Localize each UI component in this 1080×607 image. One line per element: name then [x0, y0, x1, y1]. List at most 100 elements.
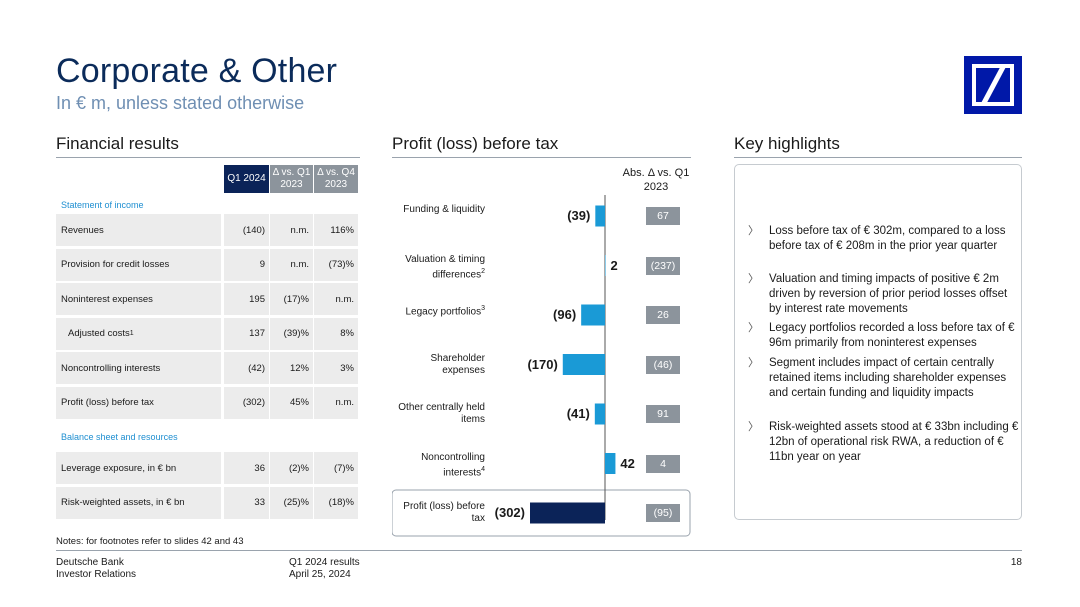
category-label: Shareholder expenses [392, 353, 485, 377]
page-number: 18 [1010, 557, 1022, 568]
footnote-marker: 4 [481, 465, 485, 473]
delta-badge: (46) [646, 355, 680, 374]
deutsche-bank-logo [964, 56, 1022, 114]
table-cell: (17)% [270, 283, 313, 315]
table-row: Provision for credit losses 9 n.m. (73)% [56, 248, 360, 281]
table-row: Adjusted costs 1 137 (39)% 8% [56, 317, 360, 350]
delta-header: Abs. Δ vs. Q1 2023 [622, 167, 690, 193]
footer-dept: Investor Relations [56, 569, 137, 580]
table-cell: n.m. [314, 283, 358, 315]
table-row: Revenues (140) n.m. 116% [56, 214, 360, 246]
table-cell: (18)% [314, 486, 358, 519]
financial-results-heading: Financial results [56, 134, 179, 153]
row-label-text: Leverage exposure, in € bn [61, 462, 177, 474]
category-label: Legacy portfolios3 [392, 303, 485, 318]
table-cell: 116% [314, 214, 358, 246]
delta-badge: 4 [646, 454, 680, 473]
total-row-highlight [392, 489, 691, 537]
footer-company: Deutsche Bank [56, 557, 124, 568]
row-label: Risk-weighted assets, in € bn [56, 486, 221, 519]
table-cell: n.m. [270, 214, 313, 246]
table-cell: 36 [224, 452, 269, 484]
highlight-text: Legacy portfolios recorded a loss before… [769, 322, 1015, 349]
page-title: Corporate & Other [56, 52, 338, 90]
value-label: 2 [610, 257, 618, 273]
category-label: Noncontrolling interests4 [392, 452, 485, 479]
page-subtitle: In € m, unless stated otherwise [56, 93, 305, 113]
value-label: 42 [620, 455, 635, 471]
section-label: Balance sheet and resources [61, 432, 178, 442]
category-label-text: Shareholder expenses [430, 352, 485, 376]
category-label: Funding & liquidity [392, 204, 485, 216]
table-cell: 137 [224, 317, 269, 350]
notes: Notes: for footnotes refer to slides 42 … [56, 536, 244, 547]
table-cell: n.m. [314, 386, 358, 419]
table-cell: (25)% [270, 486, 313, 519]
value-label: (96) [553, 307, 577, 322]
category-label-text: Noncontrolling interests [421, 451, 485, 478]
highlight-text: Loss before tax of € 302m, compared to a… [769, 225, 1006, 252]
chevron-right-icon: 〉 [748, 421, 759, 433]
table-row: Leverage exposure, in € bn 36 (2)% (7)% [56, 452, 360, 484]
section-label: Statement of income [61, 200, 144, 210]
row-label-text: Risk-weighted assets, in € bn [61, 497, 185, 508]
table-cell: 3% [314, 352, 358, 384]
column-header: Δ vs. Q1 2023 [270, 165, 313, 193]
column-header: Q1 2024 [224, 165, 269, 193]
table-cell: 195 [224, 283, 269, 315]
chevron-right-icon: 〉 [748, 225, 759, 237]
highlight-text: Valuation and timing impacts of positive… [769, 273, 1008, 315]
divider [734, 157, 1022, 158]
footer-divider [56, 550, 1022, 551]
table-row: Profit (loss) before tax (302) 45% n.m. [56, 386, 360, 419]
chevron-right-icon: 〉 [748, 273, 759, 285]
table-cell: 12% [270, 352, 313, 384]
value-label: (41) [566, 406, 590, 421]
row-label: Adjusted costs 1 [56, 317, 221, 350]
profit-chart-heading: Profit (loss) before tax [392, 134, 559, 153]
category-label: Other centrally held items [392, 402, 485, 426]
category-label-text: Other centrally held items [398, 402, 485, 425]
table-cell: (140) [224, 214, 269, 246]
table-cell: 8% [314, 317, 358, 350]
row-label: Leverage exposure, in € bn [56, 452, 221, 484]
row-label-text: Provision for credit losses [61, 259, 170, 270]
table-row: Risk-weighted assets, in € bn 33 (25)% (18)… [56, 486, 360, 519]
table-cell: n.m. [270, 248, 313, 281]
table-row: Noninterest expenses 195 (17)% n.m. [56, 283, 360, 315]
row-label-text: Noncontrolling interests [61, 362, 161, 374]
category-label: Valuation & timing differences2 [392, 254, 485, 281]
value-label: (302) [494, 505, 525, 520]
table-cell: 45% [270, 386, 313, 419]
footnote-marker: 3 [481, 305, 485, 312]
row-label: Profit (loss) before tax [56, 386, 221, 419]
footer-report: Q1 2024 results [289, 557, 360, 568]
key-highlights-box [734, 164, 1022, 520]
row-label: Provision for credit losses [56, 248, 221, 281]
value-label: (170) [527, 356, 558, 372]
table-cell: (7)% [314, 452, 358, 484]
category-label-text: Legacy portfolios [405, 306, 482, 318]
bar [530, 502, 605, 524]
column-header: Δ vs. Q4 2023 [314, 165, 358, 193]
delta-badge: (95) [646, 504, 680, 522]
bar [581, 304, 605, 326]
row-label-text: Noninterest expenses [61, 293, 153, 305]
table-cell: (73)% [314, 248, 358, 281]
table-cell: (2)% [270, 452, 313, 484]
chevron-right-icon: 〉 [748, 357, 759, 369]
bar [595, 205, 605, 227]
category-label-text: Valuation & timing differences [405, 253, 485, 280]
highlight-text: Risk-weighted assets stood at € 33bn inc… [769, 421, 1019, 463]
table-cell: 33 [224, 486, 269, 519]
footnote-marker: 2 [481, 267, 485, 275]
table-cell: 9 [224, 248, 269, 281]
row-label: Noncontrolling interests [56, 352, 221, 384]
delta-badge: 26 [646, 306, 680, 324]
row-label-text: Adjusted costs [68, 328, 130, 339]
category-label-text: Funding & liquidity [403, 204, 485, 215]
key-highlights-heading: Key highlights [734, 134, 840, 153]
table-cell: (42) [224, 352, 269, 384]
row-label-text: Revenues [61, 224, 104, 236]
delta-badge: (237) [646, 256, 680, 275]
